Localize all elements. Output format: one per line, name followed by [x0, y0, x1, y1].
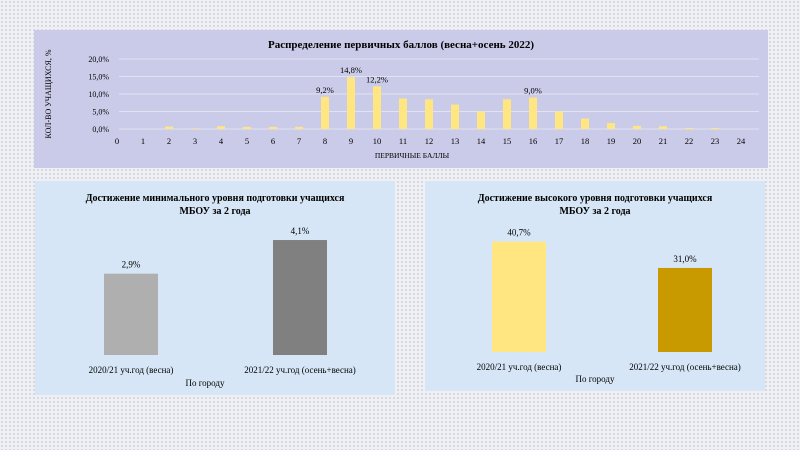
x-tick-label: 18: [581, 136, 590, 146]
bar: [217, 126, 225, 129]
distribution-chart-panel: Распределение первичных баллов (весна+ос…: [34, 30, 768, 168]
x-tick-label: 17: [555, 136, 564, 146]
bar: [321, 96, 329, 129]
bar: [273, 240, 327, 355]
bar: [347, 77, 355, 129]
bar: [269, 126, 277, 129]
bar: [685, 127, 693, 129]
bar: [191, 128, 199, 129]
bar: [165, 126, 173, 129]
x-axis-label: По городу: [575, 374, 615, 384]
data-label: 40,7%: [507, 228, 531, 238]
chart-title-line-2: МБОУ за 2 года: [559, 206, 630, 217]
x-tick-label: 5: [245, 136, 249, 146]
data-label: 9,0%: [524, 86, 542, 96]
y-tick-label: 0,0%: [92, 125, 109, 134]
x-tick-label: 20: [633, 136, 642, 146]
x-tick-label: 21: [659, 136, 668, 146]
data-label: 4,1%: [291, 226, 310, 236]
x-tick-label: 2021/22 уч.год (осень+весна): [629, 362, 741, 372]
bar: [555, 111, 563, 129]
bar: [373, 86, 381, 129]
x-axis-label: ПЕРВИЧНЫЕ БАЛЛЫ: [375, 151, 450, 160]
x-tick-label: 8: [323, 136, 327, 146]
x-tick-label: 2021/22 уч.год (осень+весна): [244, 365, 356, 375]
chart-title: Распределение первичных баллов (весна+ос…: [268, 39, 534, 51]
bar: [659, 126, 667, 129]
bar: [451, 104, 459, 129]
x-tick-label: 23: [711, 136, 720, 146]
data-label: 12,2%: [366, 74, 388, 84]
x-tick-label: 9: [349, 136, 353, 146]
x-tick-label: 19: [607, 136, 616, 146]
y-tick-label: 10,0%: [88, 90, 109, 99]
bar: [104, 273, 158, 355]
x-tick-label: 13: [451, 136, 460, 146]
bar: [399, 98, 407, 129]
bar: [477, 111, 485, 129]
minimum-level-chart: Достижение минимального уровня подготовк…: [86, 193, 356, 388]
x-tick-label: 15: [503, 136, 512, 146]
high-level-chart-panel: Достижение высокого уровня подготовки уч…: [425, 181, 765, 391]
data-label: 9,2%: [316, 85, 334, 95]
x-tick-label: 4: [219, 136, 224, 146]
bar: [529, 97, 537, 129]
x-tick-label: 2: [167, 136, 171, 146]
y-tick-label: 15,0%: [88, 73, 109, 82]
data-label: 2,9%: [122, 260, 141, 270]
bar: [607, 123, 615, 129]
x-tick-label: 1: [141, 136, 145, 146]
bar: [492, 241, 546, 352]
x-tick-label: 16: [529, 136, 538, 146]
bar: [243, 126, 251, 129]
bar: [425, 99, 433, 129]
chart-title-line-1: Достижение высокого уровня подготовки уч…: [478, 193, 713, 204]
y-tick-label: 20,0%: [88, 55, 109, 64]
chart-title-line-2: МБОУ за 2 года: [179, 206, 250, 217]
x-tick-label: 11: [399, 136, 407, 146]
x-tick-label: 6: [271, 136, 275, 146]
data-label: 31,0%: [673, 254, 697, 264]
distribution-chart: Распределение первичных баллов (весна+ос…: [44, 39, 759, 160]
y-axis-label: КОЛ-ВО УЧАЩИХСЯ, %: [44, 49, 53, 138]
x-tick-label: 0: [115, 136, 119, 146]
x-axis-label: По городу: [185, 378, 225, 388]
x-tick-label: 7: [297, 136, 301, 146]
x-tick-label: 2020/21 уч.год (весна): [89, 365, 174, 375]
bar: [581, 118, 589, 129]
minimum-level-chart-panel: Достижение минимального уровня подготовк…: [35, 181, 395, 395]
x-tick-label: 3: [193, 136, 197, 146]
y-tick-label: 5,0%: [92, 108, 109, 117]
data-label: 14,8%: [340, 65, 362, 75]
bar: [295, 126, 303, 129]
high-level-chart: Достижение высокого уровня подготовки уч…: [477, 193, 741, 384]
bar: [503, 99, 511, 129]
x-tick-label: 24: [737, 136, 746, 146]
x-tick-label: 14: [477, 136, 486, 146]
x-tick-label: 22: [685, 136, 694, 146]
x-tick-label: 10: [373, 136, 382, 146]
x-tick-label: 2020/21 уч.год (весна): [477, 362, 562, 372]
x-tick-label: 12: [425, 136, 434, 146]
chart-title-line-1: Достижение минимального уровня подготовк…: [86, 193, 345, 204]
bar: [658, 267, 712, 352]
bar: [633, 125, 641, 129]
bar: [711, 127, 719, 129]
